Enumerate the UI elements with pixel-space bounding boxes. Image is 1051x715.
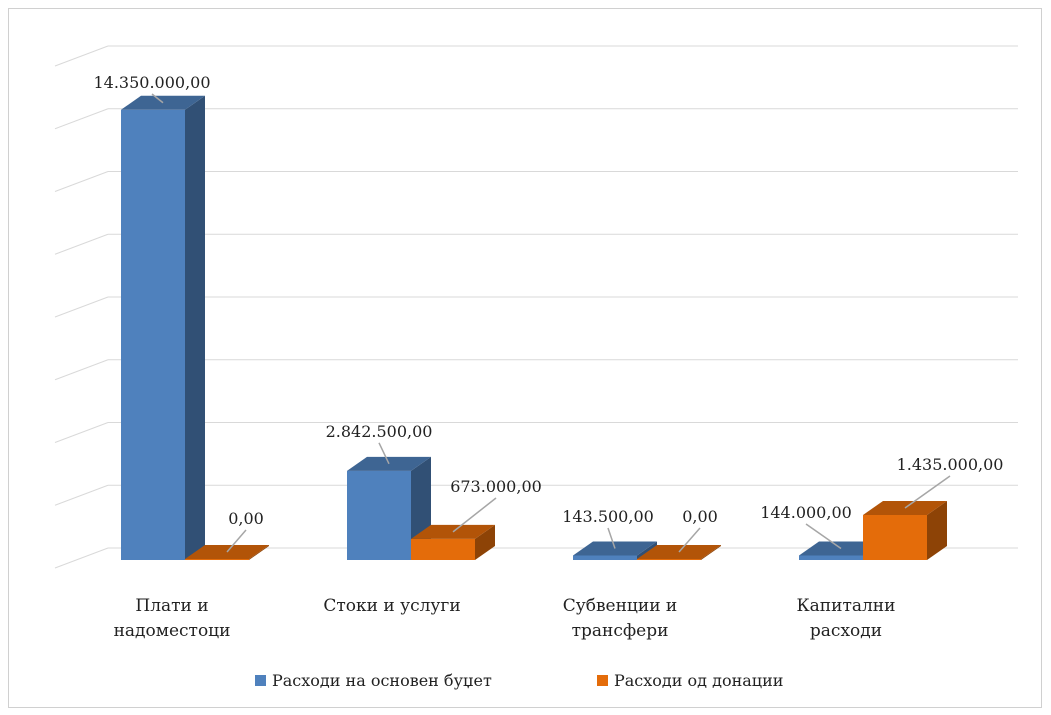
bar xyxy=(411,524,495,560)
gridline xyxy=(54,233,1018,255)
category-label: Стоки и услуги xyxy=(323,596,460,616)
leader-line xyxy=(452,497,497,533)
legend-item: Расходи на основен буџет xyxy=(255,671,492,690)
gridline xyxy=(54,484,1018,506)
data-label: 0,00 xyxy=(682,507,718,526)
gridline xyxy=(54,45,1018,67)
legend-item: Расходи од донации xyxy=(597,671,783,690)
legend-swatch xyxy=(597,675,608,686)
data-label: 144.000,00 xyxy=(760,503,852,522)
data-label: 14.350.000,00 xyxy=(93,73,210,92)
leader-line xyxy=(805,523,842,550)
bar xyxy=(121,95,205,561)
data-label: 0,00 xyxy=(228,509,264,528)
gridline xyxy=(54,422,1018,443)
bar xyxy=(863,500,947,560)
legend: Расходи на основен буџет Расходи од донац… xyxy=(255,671,783,690)
data-label: 673.000,00 xyxy=(450,477,542,496)
legend-label: Расходи од донации xyxy=(614,671,783,690)
data-label: 143.500,00 xyxy=(562,507,654,526)
leader-line xyxy=(607,527,616,549)
leader-line xyxy=(151,93,164,104)
data-labels: 14.350.000,00 0,00 2.842.500,00 673.000,00 1… xyxy=(93,73,1004,553)
category-label: Плати и надоместоци xyxy=(114,596,231,641)
category-labels: Плати и надоместоци Стоки и услуги Субвенци… xyxy=(114,596,896,641)
gridline xyxy=(54,171,1018,192)
legend-label: Расходи на основен буџет xyxy=(272,671,492,690)
leader-line xyxy=(378,442,390,465)
data-label: 1.435.000,00 xyxy=(897,455,1004,474)
gridline xyxy=(54,359,1018,381)
leader-line xyxy=(678,527,701,553)
leader-line xyxy=(226,529,247,553)
legend-swatch xyxy=(255,675,266,686)
gridline xyxy=(54,108,1018,130)
category-label: Капитални расходи xyxy=(797,596,896,641)
leader-line xyxy=(904,475,951,509)
gridline xyxy=(54,296,1018,318)
data-label: 2.842.500,00 xyxy=(326,422,433,441)
category-label: Субвенции и трансфери xyxy=(563,596,678,641)
